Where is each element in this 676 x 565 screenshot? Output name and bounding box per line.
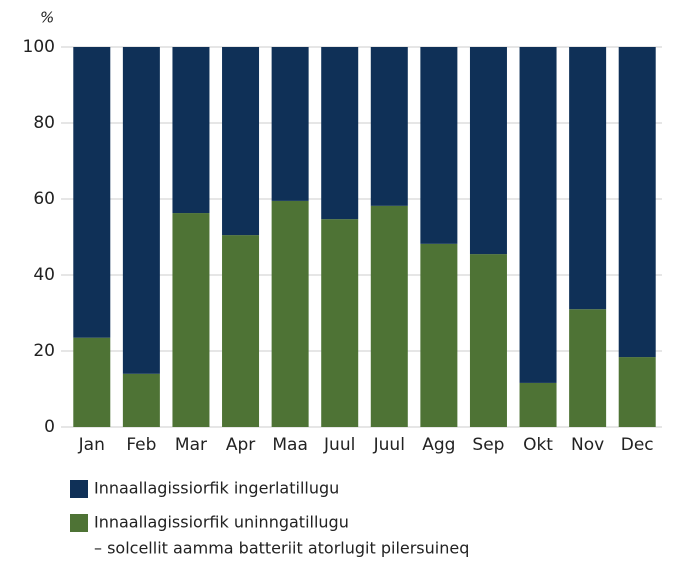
x-tick-label: Mar — [175, 435, 207, 455]
x-tick-label: Juul — [373, 435, 405, 455]
legend-swatch — [70, 514, 88, 532]
bar-segment — [321, 47, 359, 220]
x-tick-label: Juul — [323, 435, 355, 455]
bar-segment — [222, 47, 260, 236]
bar-segment — [519, 47, 557, 383]
legend-note: – solcellit aamma batteriit atorlugit pi… — [94, 539, 469, 558]
x-tick-label: Feb — [126, 435, 156, 455]
x-tick-label: Jan — [78, 435, 105, 455]
bar-segment — [271, 200, 309, 427]
y-tick-label: 80 — [33, 113, 55, 133]
bar-segment — [172, 213, 210, 427]
bar-segment — [569, 309, 607, 427]
bar-segment — [618, 47, 656, 358]
bar-segment — [122, 47, 160, 374]
y-tick-label: 60 — [33, 189, 55, 209]
bar-segment — [222, 235, 260, 427]
bar-segment — [469, 47, 507, 255]
x-tick-label: Maa — [272, 435, 308, 455]
y-tick-label: 40 — [33, 265, 55, 285]
y-tick-label: 0 — [44, 417, 55, 437]
bar-segment — [618, 357, 656, 427]
bar-segment — [73, 337, 111, 427]
y-tick-label: 100 — [23, 37, 55, 57]
bar-segment — [172, 47, 210, 214]
x-tick-label: Sep — [472, 435, 504, 455]
bar-segment — [420, 47, 458, 244]
legend-swatch — [70, 480, 88, 498]
legend-label: Innaallagissiorfik ingerlatillugu — [94, 479, 339, 498]
x-tick-label: Okt — [523, 435, 553, 455]
bar-segment — [569, 47, 607, 310]
bar-segment — [73, 47, 111, 338]
bar-segment — [370, 47, 408, 206]
bar-segment — [420, 243, 458, 427]
y-axis-label: % — [40, 9, 54, 27]
bar-segment — [469, 254, 507, 427]
x-tick-label: Apr — [226, 435, 255, 455]
bar-segment — [370, 205, 408, 427]
y-tick-label: 20 — [33, 341, 55, 361]
bar-segment — [271, 47, 309, 201]
bar-segment — [519, 382, 557, 427]
x-tick-label: Agg — [422, 435, 455, 455]
x-tick-label: Dec — [621, 435, 654, 455]
bar-segment — [321, 219, 359, 427]
x-tick-label: Nov — [571, 435, 604, 455]
legend-label: Innaallagissiorfik uninngatillugu — [94, 513, 349, 532]
bar-segment — [122, 373, 160, 427]
